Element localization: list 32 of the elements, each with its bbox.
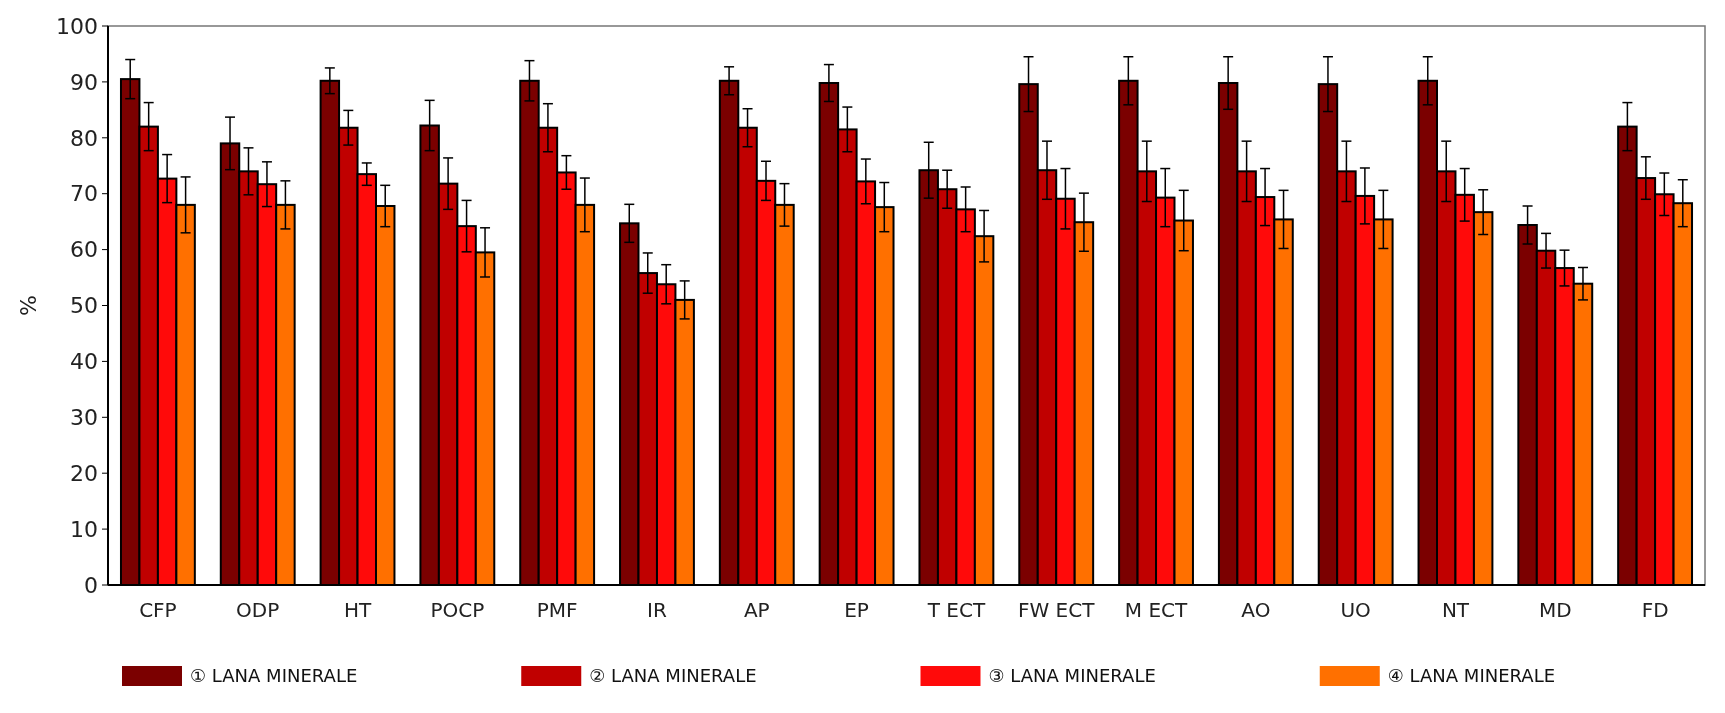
y-tick-label: 50 [70, 293, 98, 319]
x-tick-label: AP [743, 598, 770, 622]
x-tick-label: PMF [536, 598, 578, 622]
y-tick-label: 90 [70, 69, 98, 95]
x-tick-label: EP [844, 598, 869, 622]
x-tick-label: FD [1641, 598, 1669, 622]
y-tick-label: 30 [70, 405, 98, 430]
y-axis-title: % [16, 295, 41, 316]
y-tick-label: 100 [56, 13, 98, 39]
legend-label: ③ LANA MINERALE [988, 665, 1156, 687]
y-tick-label: 60 [70, 237, 98, 263]
legend-label: ① LANA MINERALE [190, 665, 358, 687]
y-tick-label: 10 [70, 516, 98, 542]
legend-label: ② LANA MINERALE [589, 665, 757, 687]
x-tick-label: AO [1241, 598, 1271, 622]
x-tick-label: HT [343, 598, 372, 622]
x-tick-label: UO [1340, 598, 1371, 622]
x-tick-label: NT [1441, 598, 1470, 622]
y-tick-label: 0 [84, 572, 98, 598]
x-tick-label: M ECT [1124, 598, 1189, 622]
y-tick-label: 80 [70, 125, 98, 151]
legend-label: ④ LANA MINERALE [1387, 665, 1556, 687]
x-tick-label: T ECT [926, 598, 986, 622]
x-tick-label: ODP [236, 598, 280, 622]
x-tick-label: IR [647, 598, 667, 622]
y-tick-label: 20 [70, 460, 98, 486]
x-tick-label: MD [1538, 598, 1572, 622]
x-tick-label: FW ECT [1017, 598, 1096, 622]
y-tick-label: 70 [70, 181, 98, 207]
x-tick-label: CFP [139, 598, 177, 622]
y-tick-label: 40 [70, 349, 98, 375]
x-tick-label: POCP [430, 598, 485, 622]
